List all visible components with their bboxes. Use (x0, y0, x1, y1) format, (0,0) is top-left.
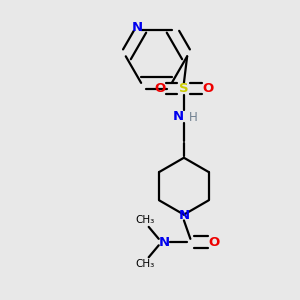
Text: O: O (208, 236, 219, 249)
Text: N: N (178, 209, 190, 222)
Text: H: H (189, 111, 197, 124)
Text: S: S (179, 82, 189, 95)
Text: N: N (131, 21, 142, 34)
Text: O: O (202, 82, 214, 95)
Text: N: N (158, 236, 169, 249)
Text: N: N (172, 110, 184, 123)
Text: CH₃: CH₃ (135, 259, 154, 269)
Text: O: O (154, 82, 165, 95)
Text: CH₃: CH₃ (135, 215, 154, 225)
